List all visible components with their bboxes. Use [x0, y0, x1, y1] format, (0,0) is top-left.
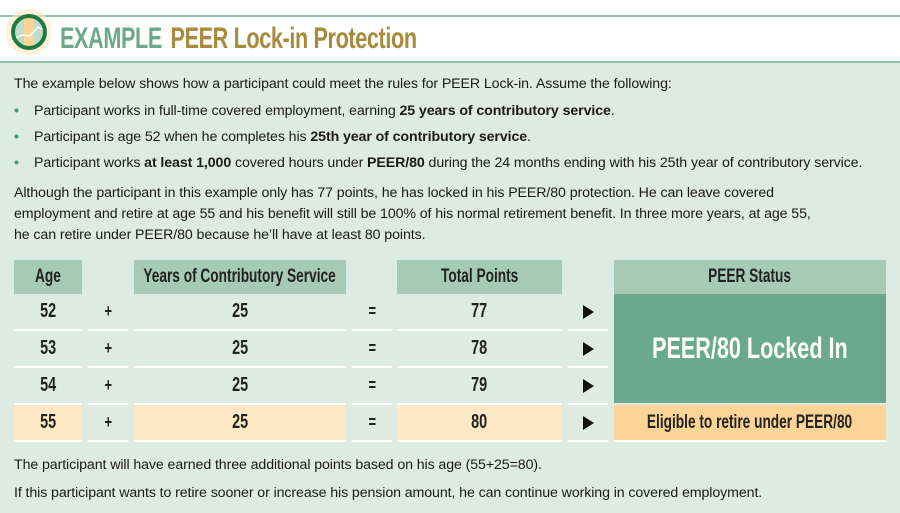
cell-age-text: 54	[39, 374, 57, 396]
cell-years: 25	[134, 405, 346, 440]
header-points-text: Total Points	[440, 266, 519, 287]
cell-points-text: 80	[471, 411, 488, 433]
cell-age: 53	[14, 331, 82, 366]
row-arrow	[568, 368, 608, 403]
example-panel: The example below shows how a participan…	[0, 63, 900, 513]
row-arrow	[568, 405, 608, 440]
row-divider	[88, 329, 128, 331]
page-title: EXAMPLE PEER Lock-in Protection	[60, 22, 417, 55]
footer-note: If this participant wants to retire soon…	[14, 485, 763, 501]
cell-age: 55	[14, 405, 82, 440]
plus-sign-text: +	[104, 301, 112, 321]
row-divider	[352, 440, 392, 442]
cell-years: 25	[134, 331, 346, 366]
cell-age-text: 55	[39, 411, 57, 433]
explanation-line: Although the participant in this example…	[14, 185, 774, 201]
plus-sign: +	[88, 294, 128, 329]
header-points: Total Points	[397, 260, 562, 294]
header-status: PEER Status	[614, 260, 886, 294]
cell-points: 78	[397, 331, 562, 366]
cell-points: 77	[397, 294, 562, 329]
cell-years-text: 25	[231, 411, 249, 433]
row-arrow	[568, 331, 608, 366]
status-eligible-text: Eligible to retire under PEER/80	[647, 411, 853, 433]
cell-age: 52	[14, 294, 82, 329]
bullet-item: • Participant is age 52 when he completes…	[14, 129, 531, 145]
header-rule-bottom	[0, 61, 900, 63]
row-divider	[88, 403, 128, 405]
cell-age-text: 52	[39, 300, 57, 322]
row-divider	[352, 403, 392, 405]
cell-years-text: 25	[231, 300, 249, 322]
row-divider	[88, 366, 128, 368]
row-divider	[14, 329, 82, 331]
cell-years-text: 25	[231, 374, 249, 396]
plus-sign: +	[88, 368, 128, 403]
row-divider	[134, 403, 346, 405]
header-status-text: PEER Status	[708, 266, 792, 287]
play-arrow-icon	[582, 378, 594, 393]
row-divider	[134, 366, 346, 368]
equals-sign: =	[352, 294, 392, 329]
header-years: Years of Contributory Service	[134, 260, 346, 294]
row-divider	[397, 329, 562, 331]
cell-points: 80	[397, 405, 562, 440]
header-age: Age	[14, 260, 82, 294]
header-rule-top	[0, 15, 900, 17]
status-locked-text: PEER/80 Locked In	[652, 331, 848, 365]
plus-sign-text: +	[104, 375, 112, 395]
cell-points: 79	[397, 368, 562, 403]
status-eligible: Eligible to retire under PEER/80	[614, 405, 886, 440]
row-divider	[14, 366, 82, 368]
explanation-line: he can retire under PEER/80 because he’l…	[14, 227, 426, 243]
row-divider	[614, 440, 886, 442]
intro-text: The example below shows how a participan…	[14, 76, 672, 92]
row-divider	[397, 440, 562, 442]
row-divider	[568, 329, 608, 331]
cell-years: 25	[134, 368, 346, 403]
header-years-text: Years of Contributory Service	[143, 266, 337, 287]
row-divider	[352, 366, 392, 368]
equals-sign-text: =	[368, 301, 376, 321]
play-arrow-icon	[582, 341, 594, 356]
plus-sign: +	[88, 331, 128, 366]
equals-sign-text: =	[368, 412, 376, 432]
status-locked: PEER/80 Locked In	[614, 294, 886, 403]
row-divider	[14, 403, 82, 405]
cell-age: 54	[14, 368, 82, 403]
equals-sign-text: =	[368, 338, 376, 358]
equals-sign-text: =	[368, 375, 376, 395]
row-divider	[88, 440, 128, 442]
row-divider	[568, 440, 608, 442]
bullet-item: • Participant works in full-time covered …	[14, 103, 615, 119]
play-arrow-icon	[582, 415, 594, 430]
explanation-line: employment and retire at age 55 and his …	[14, 206, 811, 222]
play-arrow-icon	[582, 304, 594, 319]
row-arrow	[568, 294, 608, 329]
cell-age-text: 53	[39, 337, 57, 359]
row-divider	[397, 403, 562, 405]
row-divider	[134, 329, 346, 331]
cell-points-text: 77	[471, 300, 488, 322]
footer-note: The participant will have earned three a…	[14, 457, 542, 473]
plus-sign-text: +	[104, 338, 112, 358]
row-divider	[134, 440, 346, 442]
equals-sign: =	[352, 331, 392, 366]
plus-sign: +	[88, 405, 128, 440]
chart-circle-logo-icon	[6, 9, 52, 55]
row-divider	[397, 366, 562, 368]
cell-years: 25	[134, 294, 346, 329]
cell-points-text: 79	[471, 374, 488, 396]
row-divider	[352, 329, 392, 331]
equals-sign: =	[352, 405, 392, 440]
cell-points-text: 78	[471, 337, 488, 359]
header-age-text: Age	[35, 266, 61, 287]
equals-sign: =	[352, 368, 392, 403]
plus-sign-text: +	[104, 412, 112, 432]
row-divider	[568, 403, 608, 405]
bullet-item: • Participant works at least 1,000 covere…	[14, 155, 863, 171]
row-divider	[568, 366, 608, 368]
cell-years-text: 25	[231, 337, 249, 359]
row-divider	[14, 440, 82, 442]
